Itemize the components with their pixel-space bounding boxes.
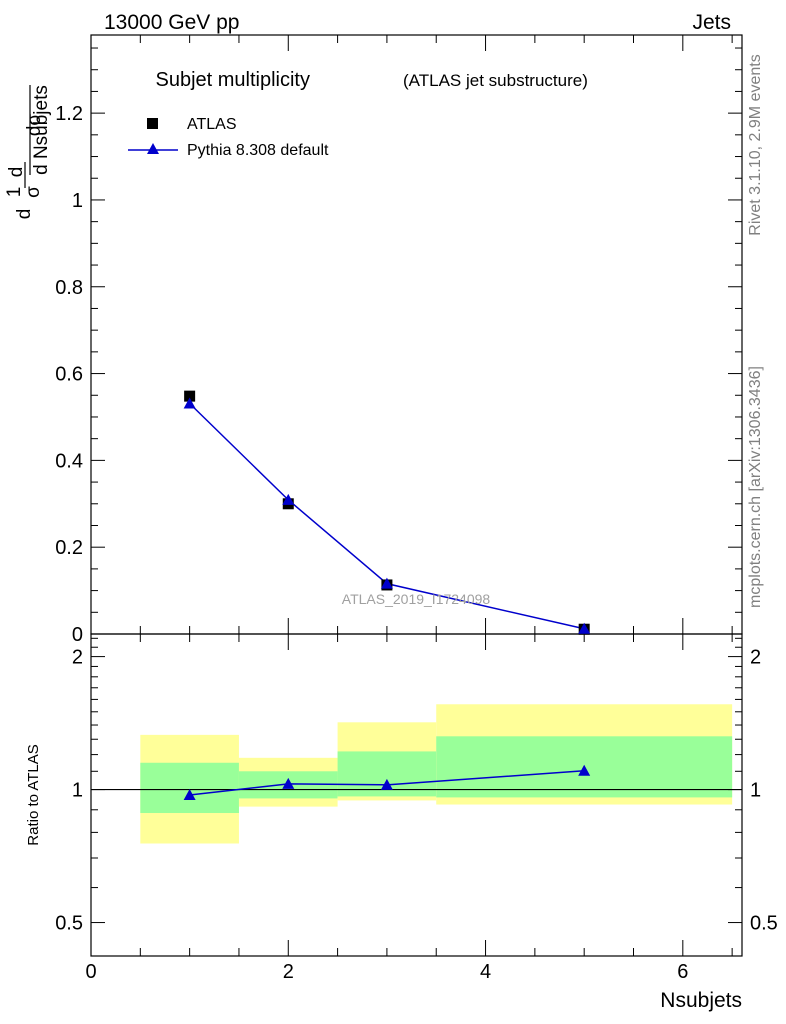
ratio-band-inner: [140, 762, 239, 814]
side-text-bottom: mcplots.cern.ch [arXiv:1306.3436]: [747, 366, 764, 608]
main-y-axis-label: dσ d Nsubjets d 1 σ d: [4, 85, 52, 219]
mc-point: [380, 577, 393, 589]
ratio-y-tick-label-right: 0.5: [750, 913, 778, 935]
legend-marker-data: [147, 118, 158, 129]
ratio-y-tick-label: 2: [72, 647, 83, 669]
main-panel: 0 0.2 0.4 0.6 0.8 1 1.2: [55, 34, 743, 646]
x-axis-label: Nsubjets: [660, 989, 742, 1012]
svg-text:σ: σ: [23, 186, 44, 198]
ratio-y-tick-label: 1: [72, 780, 83, 802]
ratio-mc-point: [578, 764, 591, 776]
main-y-tick-label: 0.6: [55, 364, 83, 386]
main-series: [183, 390, 591, 635]
ratio-y-tick-label: 0.5: [55, 913, 83, 935]
main-y-tick-label: 0.8: [55, 277, 83, 299]
ratio-mc-point: [380, 778, 393, 790]
x-tick-label: 2: [283, 961, 294, 983]
main-y-tick-label: 0: [72, 624, 83, 646]
ratio-bands: [140, 704, 733, 844]
ratio-y-tick-label-right: 2: [750, 647, 761, 669]
ratio-series: [183, 764, 591, 801]
ratio-mc-line: [189, 770, 585, 796]
legend-label-data: ATLAS: [187, 116, 237, 133]
main-y-label-den: d Nsubjets: [31, 85, 52, 175]
chart-title: Subjet multiplicity: [155, 69, 310, 91]
x-tick-label: 4: [480, 961, 491, 983]
ratio-frame-box: [90, 633, 743, 957]
ratio-y-tick-label-right: 1: [750, 780, 761, 802]
mc-point: [578, 622, 591, 634]
main-y-tick-label: 1: [72, 190, 83, 212]
legend-label-mc: Pythia 8.308 default: [187, 142, 329, 159]
chart-subtitle: (ATLAS jet substructure): [403, 71, 588, 90]
analysis-watermark: ATLAS_2019_I1724098: [342, 591, 491, 607]
legend-marker-mc: [147, 143, 159, 154]
ratio-panel: 0 2 4 6 0.5 0.5 1 1 2 2: [55, 633, 778, 983]
svg-text:d: d: [14, 209, 35, 220]
mc-point: [282, 493, 295, 505]
main-y-tick-label: 0.4: [55, 450, 83, 472]
header-right: Jets: [692, 11, 731, 34]
svg-text:dσ: dσ: [24, 114, 45, 137]
mc-point: [183, 397, 196, 409]
main-y-tick-label: 0.2: [55, 537, 83, 559]
x-tick-label: 6: [677, 961, 688, 983]
data-point: [184, 390, 196, 402]
ratio-y-axis-label: Ratio to ATLAS: [25, 744, 42, 845]
legend: ATLAS Pythia 8.308 default: [128, 116, 329, 159]
main-y-tick-label: 1.2: [55, 103, 83, 125]
svg-text:1: 1: [4, 187, 25, 198]
svg-text:d: d: [6, 167, 27, 178]
mc-line: [189, 402, 585, 630]
ratio-mc-point: [183, 789, 196, 801]
header-left: 13000 GeV pp: [104, 11, 239, 34]
ratio-mc-point: [282, 777, 295, 789]
x-tick-label: 0: [85, 961, 96, 983]
side-text-top: Rivet 3.1.10, 2.9M events: [747, 54, 764, 235]
